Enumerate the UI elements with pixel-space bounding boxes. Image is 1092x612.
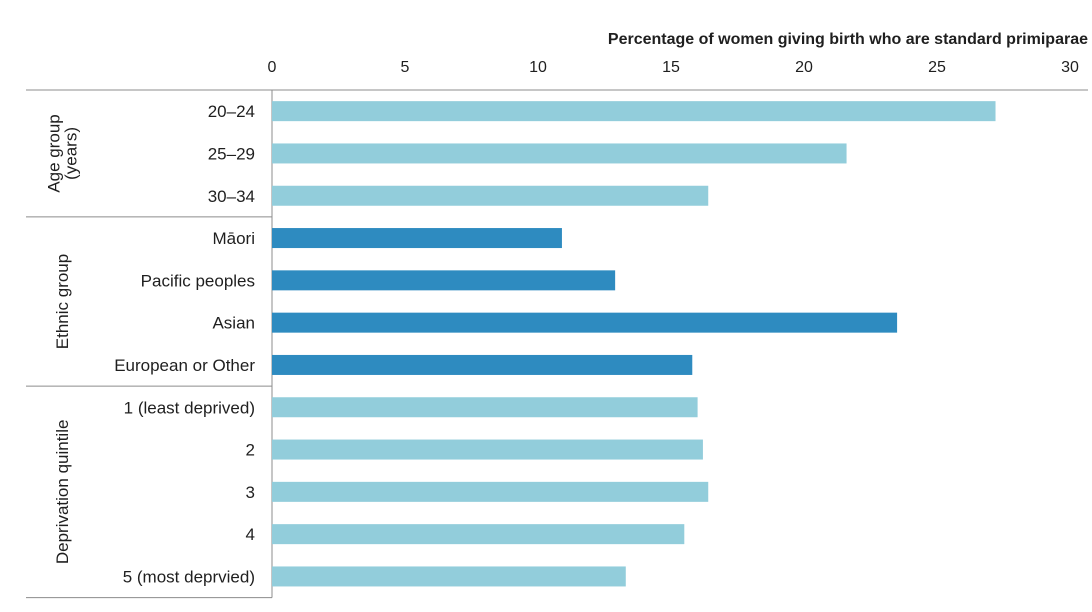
chart-title: Percentage of women giving birth who are…: [608, 31, 1088, 48]
x-tick-label: 15: [662, 59, 680, 76]
category-label: European or Other: [114, 356, 255, 375]
bar: [272, 524, 685, 545]
bar: [272, 439, 703, 460]
bar: [272, 270, 616, 291]
category-label: 25–29: [208, 144, 255, 163]
bar: [272, 312, 898, 333]
bar: [272, 101, 996, 122]
x-tick-label: 5: [401, 59, 410, 76]
x-tick-label: 20: [795, 59, 813, 76]
x-tick-label: 30: [1061, 59, 1079, 76]
category-label: 1 (least deprived): [124, 398, 255, 417]
group-label: Age group: [45, 114, 64, 192]
group-label: Ethnic group: [53, 254, 72, 349]
x-tick-label: 10: [529, 59, 547, 76]
bar: [272, 143, 847, 164]
x-tick-label: 25: [928, 59, 946, 76]
category-label: 3: [246, 483, 255, 502]
group-label: (years): [62, 127, 81, 180]
bar: [272, 481, 709, 502]
bar: [272, 228, 562, 249]
category-label: Asian: [212, 314, 255, 333]
bar: [272, 397, 698, 418]
category-label: 4: [246, 525, 255, 544]
category-label: 5 (most deprvied): [123, 567, 255, 586]
x-tick-label: 0: [268, 59, 277, 76]
category-label: 30–34: [208, 187, 255, 206]
category-label: 20–24: [208, 102, 255, 121]
category-label: Pacific peoples: [141, 271, 255, 290]
bar: [272, 566, 626, 587]
group-label: Deprivation quintile: [53, 420, 72, 565]
bar: [272, 354, 693, 375]
bar: [272, 185, 709, 206]
category-label: 2: [246, 441, 255, 460]
category-label: Māori: [212, 229, 255, 248]
